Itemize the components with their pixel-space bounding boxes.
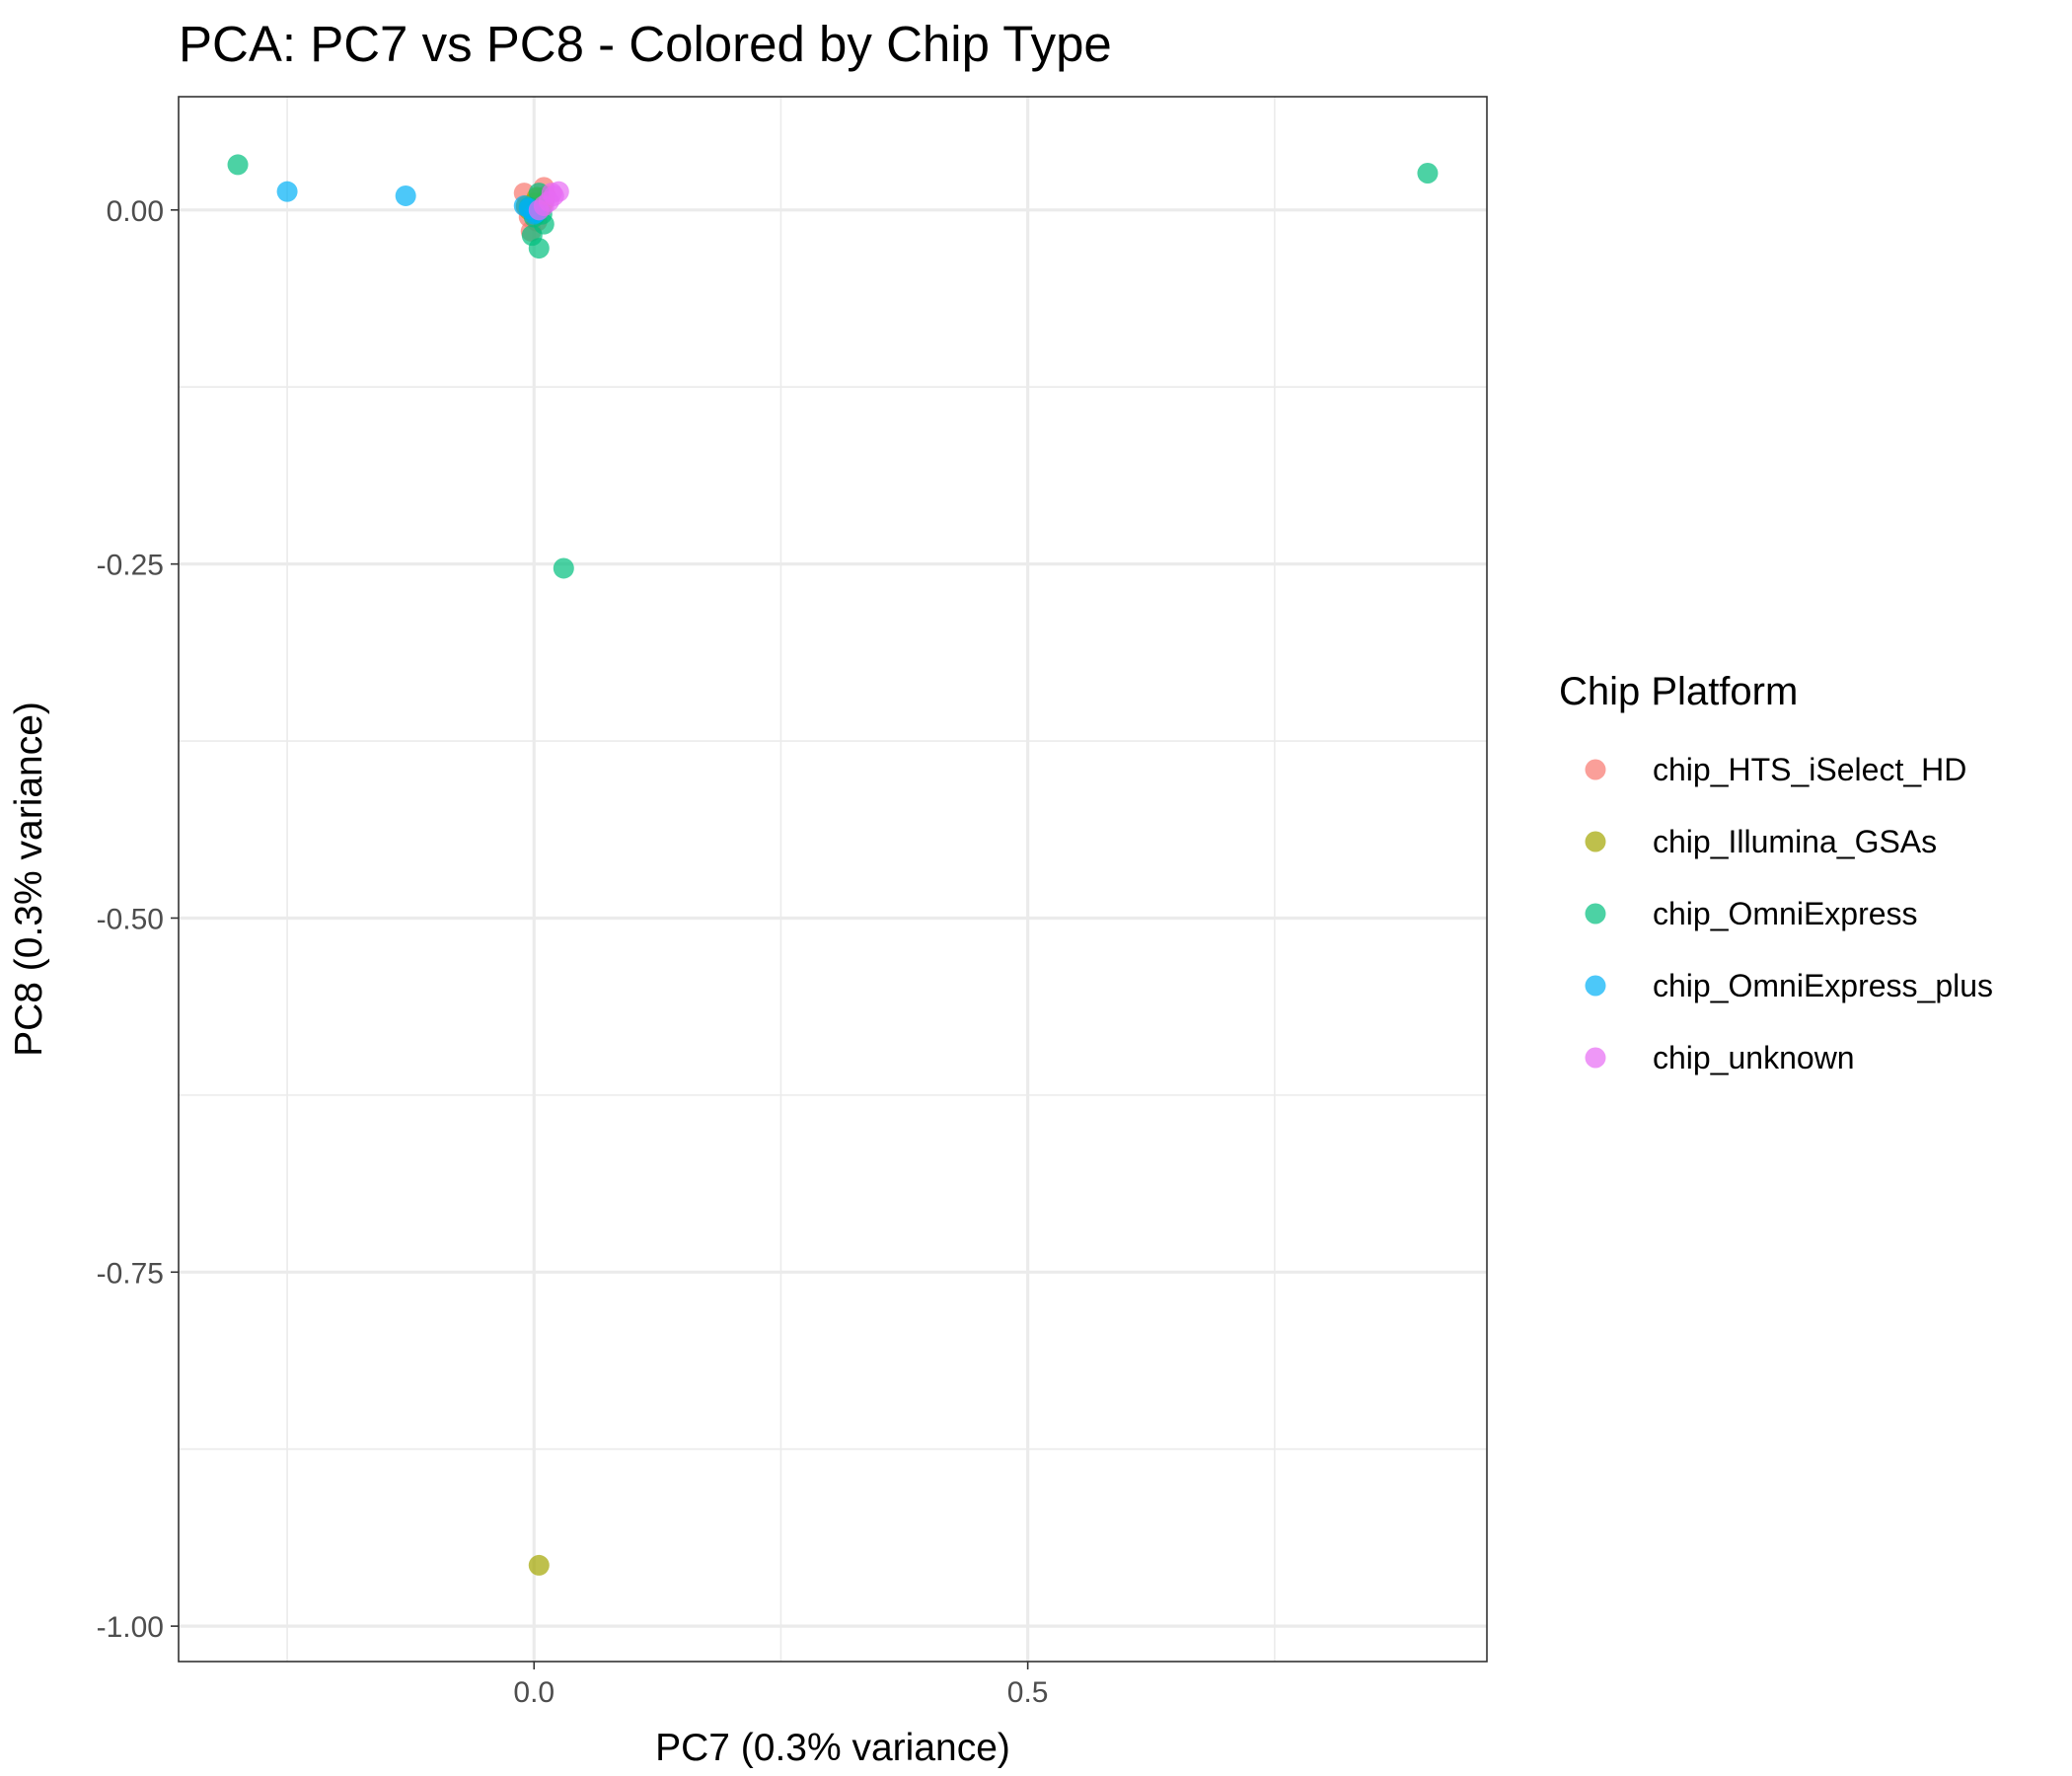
legend-key	[1585, 975, 1606, 997]
data-points	[227, 154, 1439, 1576]
legend-key	[1585, 759, 1606, 780]
legend-key	[1585, 831, 1606, 852]
y-tick-label: 0.00	[107, 195, 164, 228]
legend-label: chip_Illumina_GSAs	[1653, 824, 1937, 859]
data-point	[553, 557, 574, 579]
data-point	[528, 1554, 550, 1576]
grid-lines	[179, 97, 1487, 1662]
y-tick-label: -0.75	[97, 1257, 164, 1290]
legend-title: Chip Platform	[1559, 670, 1798, 713]
legend-label: chip_unknown	[1653, 1040, 1855, 1075]
y-axis-title: PC8 (0.3% variance)	[8, 702, 50, 1057]
legend-label: chip_HTS_iSelect_HD	[1653, 752, 1966, 787]
legend-label: chip_OmniExpress_plus	[1653, 968, 1993, 1003]
data-point	[541, 183, 562, 204]
chart-title: PCA: PC7 vs PC8 - Colored by Chip Type	[179, 16, 1112, 72]
data-point	[1417, 163, 1439, 185]
data-point	[528, 199, 550, 221]
x-axis-title: PC7 (0.3% variance)	[655, 1727, 1010, 1769]
plot-panel	[178, 96, 1488, 1663]
data-point	[227, 154, 249, 176]
y-tick-label: -0.50	[97, 903, 164, 935]
legend-label: chip_OmniExpress	[1653, 896, 1918, 931]
y-axis: 0.00 -0.25 -0.50 -0.75 -1.00	[97, 195, 179, 1644]
x-axis: 0.0 0.5	[513, 1662, 1049, 1709]
legend: Chip Platform chip_HTS_iSelect_HD chip_Il…	[1559, 670, 1993, 1075]
data-point	[276, 181, 298, 202]
x-tick-label: 0.0	[513, 1676, 555, 1709]
x-tick-label: 0.5	[1007, 1676, 1049, 1709]
legend-key	[1585, 1047, 1606, 1069]
legend-key	[1585, 903, 1606, 925]
y-tick-label: -0.25	[97, 550, 164, 582]
y-tick-label: -1.00	[97, 1611, 164, 1644]
panel-border	[178, 96, 1488, 1663]
data-point	[395, 185, 416, 206]
